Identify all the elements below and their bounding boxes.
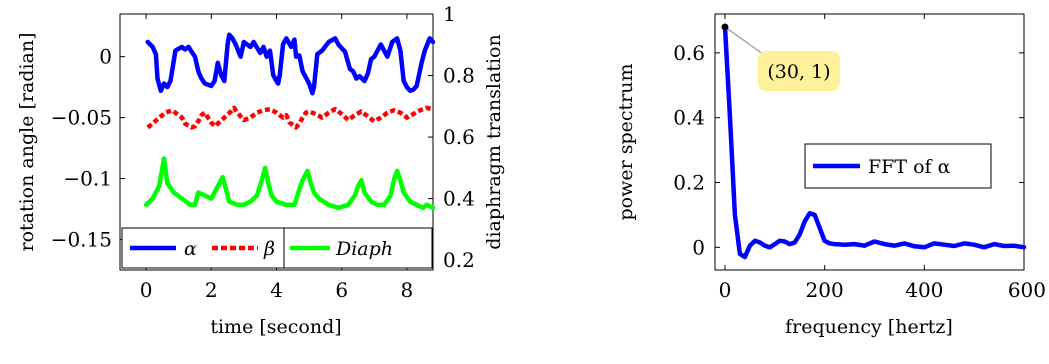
y-right-tick-label: 0.4 [443,187,475,211]
legend-label-fft: FFT of α [868,156,951,178]
y-tick-label: 0.6 [673,41,705,65]
annotation-label: (30, 1) [767,61,830,83]
annotation-point [721,23,729,31]
chart-time-series: 0 2 4 6 8 0 −0.05 −0.1 −0.15 1 0.8 0.6 0.4 0.2 α β … [16,2,505,338]
x-tick-label: 2 [205,278,218,302]
y-right-tick-label: 0.6 [443,125,475,149]
series-line-fft [722,24,1027,260]
x-tick-label: 400 [905,278,943,302]
y-tick-label: 0.4 [673,106,705,130]
x-axis-label-time: time [second] [210,316,341,338]
series-line-2 [143,156,436,211]
y-tick-label: 0.2 [673,171,705,195]
y-tick-label: −0.15 [51,228,112,252]
x-tick-label: 6 [335,278,348,302]
x-tick-label: 200 [806,278,844,302]
legend-label-diaph: Diaph [335,238,393,260]
series-line-1 [146,105,434,130]
chart-power-spectrum-frame [714,13,1025,271]
x-axis-label-frequency: frequency [hertz] [785,316,953,338]
annotation-pointer [724,26,768,58]
chart-power-spectrum: 0 200 400 600 0 0.2 0.4 0.6 (30, 1) FFT of α f… [615,13,1046,338]
legend-time-series: α β Diaph [121,227,433,269]
y-right-tick-label: 1 [443,2,456,26]
y-axis-label-power: power spectrum [615,63,637,220]
legend-label-alpha: α [184,238,197,260]
y-tick-label: 0 [99,45,112,69]
y-axis-label-rotation: rotation angle [radian] [16,32,38,251]
y-axis-label-diaphragm: diaphragm translation [483,34,505,249]
y-tick-label: −0.05 [51,106,112,130]
x-tick-label: 4 [270,278,283,302]
x-tick-label: 600 [1008,278,1046,302]
y-right-tick-label: 0.2 [443,248,475,272]
annotation-box [757,50,840,91]
y-right-tick-label: 0.8 [443,64,475,88]
legend-label-beta: β [263,238,275,260]
legend-power-spectrum: FFT of α [804,143,992,189]
y-tick-label: 0 [692,235,705,259]
x-tick-label: 8 [401,278,414,302]
y-tick-label: −0.1 [63,167,112,191]
x-tick-label: 0 [719,278,732,302]
x-tick-label: 0 [140,278,153,302]
series-line-0 [145,32,436,96]
